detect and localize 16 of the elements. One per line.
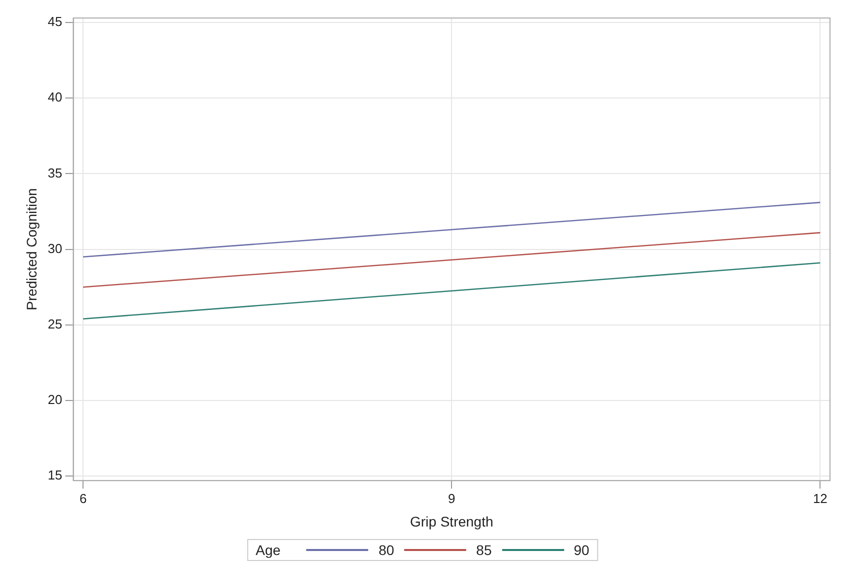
legend-title: Age: [256, 542, 281, 558]
y-tick-label: 20: [48, 392, 62, 408]
y-tick-label: 25: [48, 316, 62, 332]
legend-label: 90: [574, 542, 590, 558]
x-tick-label: 12: [812, 490, 828, 506]
y-tick-label: 35: [48, 165, 62, 180]
x-tick-label: 9: [448, 490, 456, 506]
y-tick-label: 45: [48, 14, 62, 30]
y-axis-title: Predicted Cognition: [23, 188, 40, 310]
x-axis-title: Grip Strength: [410, 513, 494, 530]
x-tick-label: 6: [79, 490, 87, 506]
legend-label: 85: [476, 542, 492, 558]
legend-label: 80: [378, 542, 394, 558]
y-tick-label: 15: [48, 468, 62, 483]
y-tick-label: 40: [48, 90, 62, 105]
y-tick-label: 30: [48, 240, 62, 256]
